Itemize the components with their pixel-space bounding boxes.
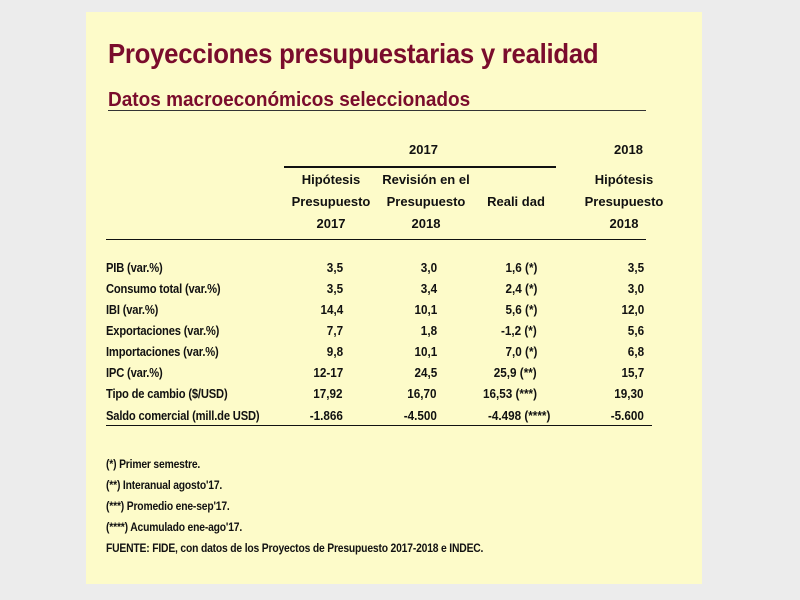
cell-consumo-realidad: 2,4 (*): [505, 281, 537, 296]
row-label-tipo-cambio: Tipo de cambio ($/USD): [106, 386, 228, 401]
cell-exportaciones-rev2018: 1,8: [420, 323, 437, 338]
cell-saldo-comercial-realidad: -4.498 (****): [487, 408, 550, 423]
footnote-promedio: (***) Promedio ene-sep'17.: [106, 499, 230, 513]
cell-ipc-h2017: 12-17: [313, 365, 343, 380]
table-bottom-rule: [106, 425, 652, 426]
row-label-exportaciones: Exportaciones (var.%): [106, 323, 220, 338]
cell-importaciones-h2018: 6,8: [627, 344, 644, 359]
row-label-ibi: IBI (var.%): [106, 302, 159, 317]
cell-saldo-comercial-h2018: -5.600: [610, 408, 644, 423]
page-subtitle: Datos macroeconómicos seleccionados: [108, 89, 471, 111]
cell-pib-h2017: 3,5: [326, 260, 343, 275]
column-header-revision-2018: Revisión en el Presupuesto 2018: [382, 172, 470, 231]
cell-ibi-h2018: 12,0: [621, 302, 644, 317]
year-2017-rule: [284, 166, 556, 168]
cell-pib-h2018: 3,5: [627, 260, 644, 275]
cell-importaciones-realidad: 7,0 (*): [505, 344, 537, 359]
cell-ibi-h2017: 14,4: [320, 302, 343, 317]
cell-consumo-h2017: 3,5: [326, 281, 343, 296]
cell-ipc-rev2018: 24,5: [414, 365, 437, 380]
row-label-importaciones: Importaciones (var.%): [106, 344, 219, 359]
year-header-2018: 2018: [614, 142, 643, 157]
cell-ibi-realidad: 5,6 (*): [505, 302, 537, 317]
cell-importaciones-rev2018: 10,1: [414, 344, 437, 359]
cell-importaciones-h2017: 9,8: [326, 344, 343, 359]
slide: Proyecciones presupuestarias y realidad …: [86, 12, 702, 584]
cell-pib-rev2018: 3,0: [420, 260, 437, 275]
footnote-acumulado: (****) Acumulado ene-ago'17.: [106, 520, 243, 534]
footnote-primer-semestre: (*) Primer semestre.: [106, 457, 201, 471]
cell-pib-realidad: 1,6 (*): [505, 260, 537, 275]
column-header-realidad: Reali dad: [487, 194, 545, 209]
source-note: FUENTE: FIDE, con datos de los Proyectos…: [106, 541, 484, 555]
year-header-2017: 2017: [409, 142, 438, 157]
cell-saldo-comercial-rev2018: -4.500: [403, 408, 437, 423]
cell-tipo-cambio-rev2018: 16,70: [407, 386, 437, 401]
cell-tipo-cambio-h2017: 17,92: [313, 386, 343, 401]
column-header-hipotesis-2017: Hipótesis Presupuesto 2017: [291, 172, 371, 231]
row-label-saldo-comercial: Saldo comercial (mill.de USD): [106, 408, 260, 423]
row-label-pib: PIB (var.%): [106, 260, 163, 275]
cell-saldo-comercial-h2017: -1.866: [309, 408, 343, 423]
subtitle-underline: [108, 110, 646, 111]
column-header-hipotesis-2018: Hipótesis Presupuesto 2018: [584, 172, 664, 231]
cell-consumo-h2018: 3,0: [627, 281, 644, 296]
cell-exportaciones-h2018: 5,6: [627, 323, 644, 338]
footnote-interanual: (**) Interanual agosto'17.: [106, 478, 223, 492]
cell-exportaciones-h2017: 7,7: [326, 323, 343, 338]
cell-tipo-cambio-realidad: 16,53 (***): [483, 386, 537, 401]
cell-tipo-cambio-h2018: 19,30: [614, 386, 644, 401]
cell-ibi-rev2018: 10,1: [414, 302, 437, 317]
row-label-consumo: Consumo total (var.%): [106, 281, 221, 296]
header-rule: [106, 239, 646, 240]
cell-ipc-realidad: 25,9 (**): [494, 365, 537, 380]
cell-exportaciones-realidad: -1,2 (*): [501, 323, 537, 338]
cell-ipc-h2018: 15,7: [621, 365, 644, 380]
row-label-ipc: IPC (var.%): [106, 365, 163, 380]
cell-consumo-rev2018: 3,4: [420, 281, 437, 296]
page-title: Proyecciones presupuestarias y realidad: [108, 38, 599, 69]
